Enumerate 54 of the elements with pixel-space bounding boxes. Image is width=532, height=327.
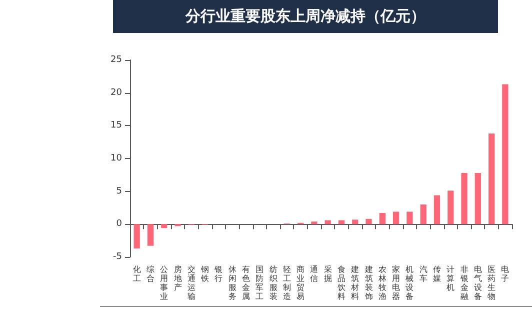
- bar: [134, 224, 140, 248]
- bar: [311, 222, 318, 224]
- x-tick-label: 采掘: [324, 265, 332, 283]
- bar: [474, 172, 481, 224]
- x-tick-label: 医药生物: [488, 265, 496, 301]
- x-tick-label: 电子: [501, 265, 510, 283]
- y-tick-label: 0: [116, 219, 122, 230]
- x-tick-label: 化工: [132, 265, 141, 283]
- bar: [338, 220, 345, 224]
- y-tick-label: 25: [110, 55, 122, 65]
- x-tick-label: 非银金融: [459, 265, 468, 301]
- bar: [379, 213, 386, 224]
- bar: [392, 212, 400, 224]
- x-tick-label: 房地产: [172, 265, 182, 292]
- y-tick-label: -5: [113, 252, 122, 262]
- bar: [448, 190, 454, 224]
- x-tick-label: 纺织服装: [269, 265, 278, 301]
- x-tick-label: 公用事业: [160, 265, 168, 301]
- bar: [420, 204, 426, 224]
- x-tick-label: 有色金属: [242, 265, 250, 301]
- bar: [502, 84, 508, 224]
- x-tick-label: 建筑装饰: [364, 265, 373, 301]
- x-tick-label: 交通运输: [187, 265, 196, 301]
- x-tick-label: 电气设备: [474, 265, 482, 301]
- y-tick-label: 10: [110, 154, 122, 164]
- x-tick-label: 通信: [310, 265, 318, 283]
- x-tick-label: 家用电器: [392, 265, 400, 301]
- y-tick-label: 5: [116, 186, 122, 196]
- x-tick-label: 传媒: [432, 265, 441, 283]
- x-tick-label: 汽车: [419, 265, 428, 283]
- bar: [352, 220, 358, 224]
- x-tick-label: 钢铁: [200, 265, 210, 283]
- x-tick-label: 建筑材料: [350, 265, 360, 301]
- x-tick-label: 银行: [214, 265, 223, 283]
- bar: [434, 195, 440, 224]
- x-tick-label: 轻工制造: [282, 265, 291, 301]
- bar: [366, 218, 372, 224]
- bar: [461, 172, 468, 224]
- x-tick-label: 农林牧渔: [377, 265, 386, 301]
- bar: [488, 134, 495, 224]
- bar: [161, 224, 168, 228]
- x-tick-label: 休闲服务: [228, 265, 236, 301]
- x-tick-label: 综合: [146, 265, 154, 283]
- x-tick-label: 国防军工: [256, 265, 264, 301]
- y-tick-label: 20: [110, 88, 122, 98]
- bar: [406, 212, 413, 224]
- x-tick-label: 计算机: [446, 265, 455, 292]
- chart-title: 分行业重要股东上周净减持（亿元）: [113, 0, 498, 33]
- x-tick-label: 食品饮料: [336, 265, 346, 301]
- x-tick-label: 商业贸易: [296, 265, 305, 301]
- bar: [147, 224, 154, 246]
- bar: [324, 220, 331, 224]
- x-tick-label: 机械设备: [406, 265, 414, 301]
- y-tick-label: 15: [110, 120, 122, 131]
